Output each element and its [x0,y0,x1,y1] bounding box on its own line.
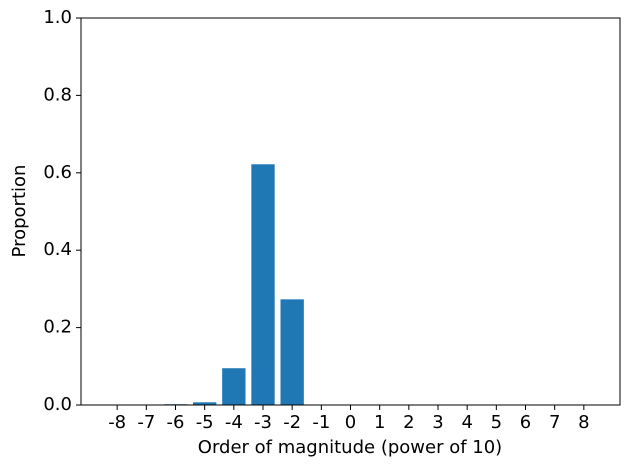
bar [193,402,217,405]
y-tick-label: 0.0 [43,394,72,415]
x-tick-label: 8 [578,412,589,433]
y-tick-label: 0.6 [43,162,72,183]
x-tick-label: -1 [312,412,330,433]
plot-frame [80,17,621,406]
x-tick-label: 1 [374,412,385,433]
x-tick-label: 7 [549,412,560,433]
x-tick-label: -2 [283,412,301,433]
x-tick-label: 4 [461,412,472,433]
y-tick-label: 0.2 [43,317,72,338]
bar [222,368,246,405]
x-tick-label: 6 [520,412,531,433]
bar [251,164,275,405]
y-tick-label: 0.4 [43,239,72,260]
x-tick-label: -6 [167,412,185,433]
x-tick-label: 3 [432,412,443,433]
bar [280,299,304,405]
x-axis-label: Order of magnitude (power of 10) [198,437,502,458]
x-tick-label: -8 [108,412,126,433]
x-tick-label: 2 [403,412,414,433]
x-tick-label: -5 [196,412,214,433]
x-tick-label: 0 [345,412,356,433]
x-tick-label: -7 [137,412,155,433]
x-tick-label: -3 [254,412,272,433]
y-tick-label: 1.0 [43,7,72,28]
y-axis-label: Proportion [9,165,30,258]
y-tick-label: 0.8 [43,84,72,105]
x-tick-label: -4 [225,412,243,433]
x-tick-label: 5 [491,412,502,433]
